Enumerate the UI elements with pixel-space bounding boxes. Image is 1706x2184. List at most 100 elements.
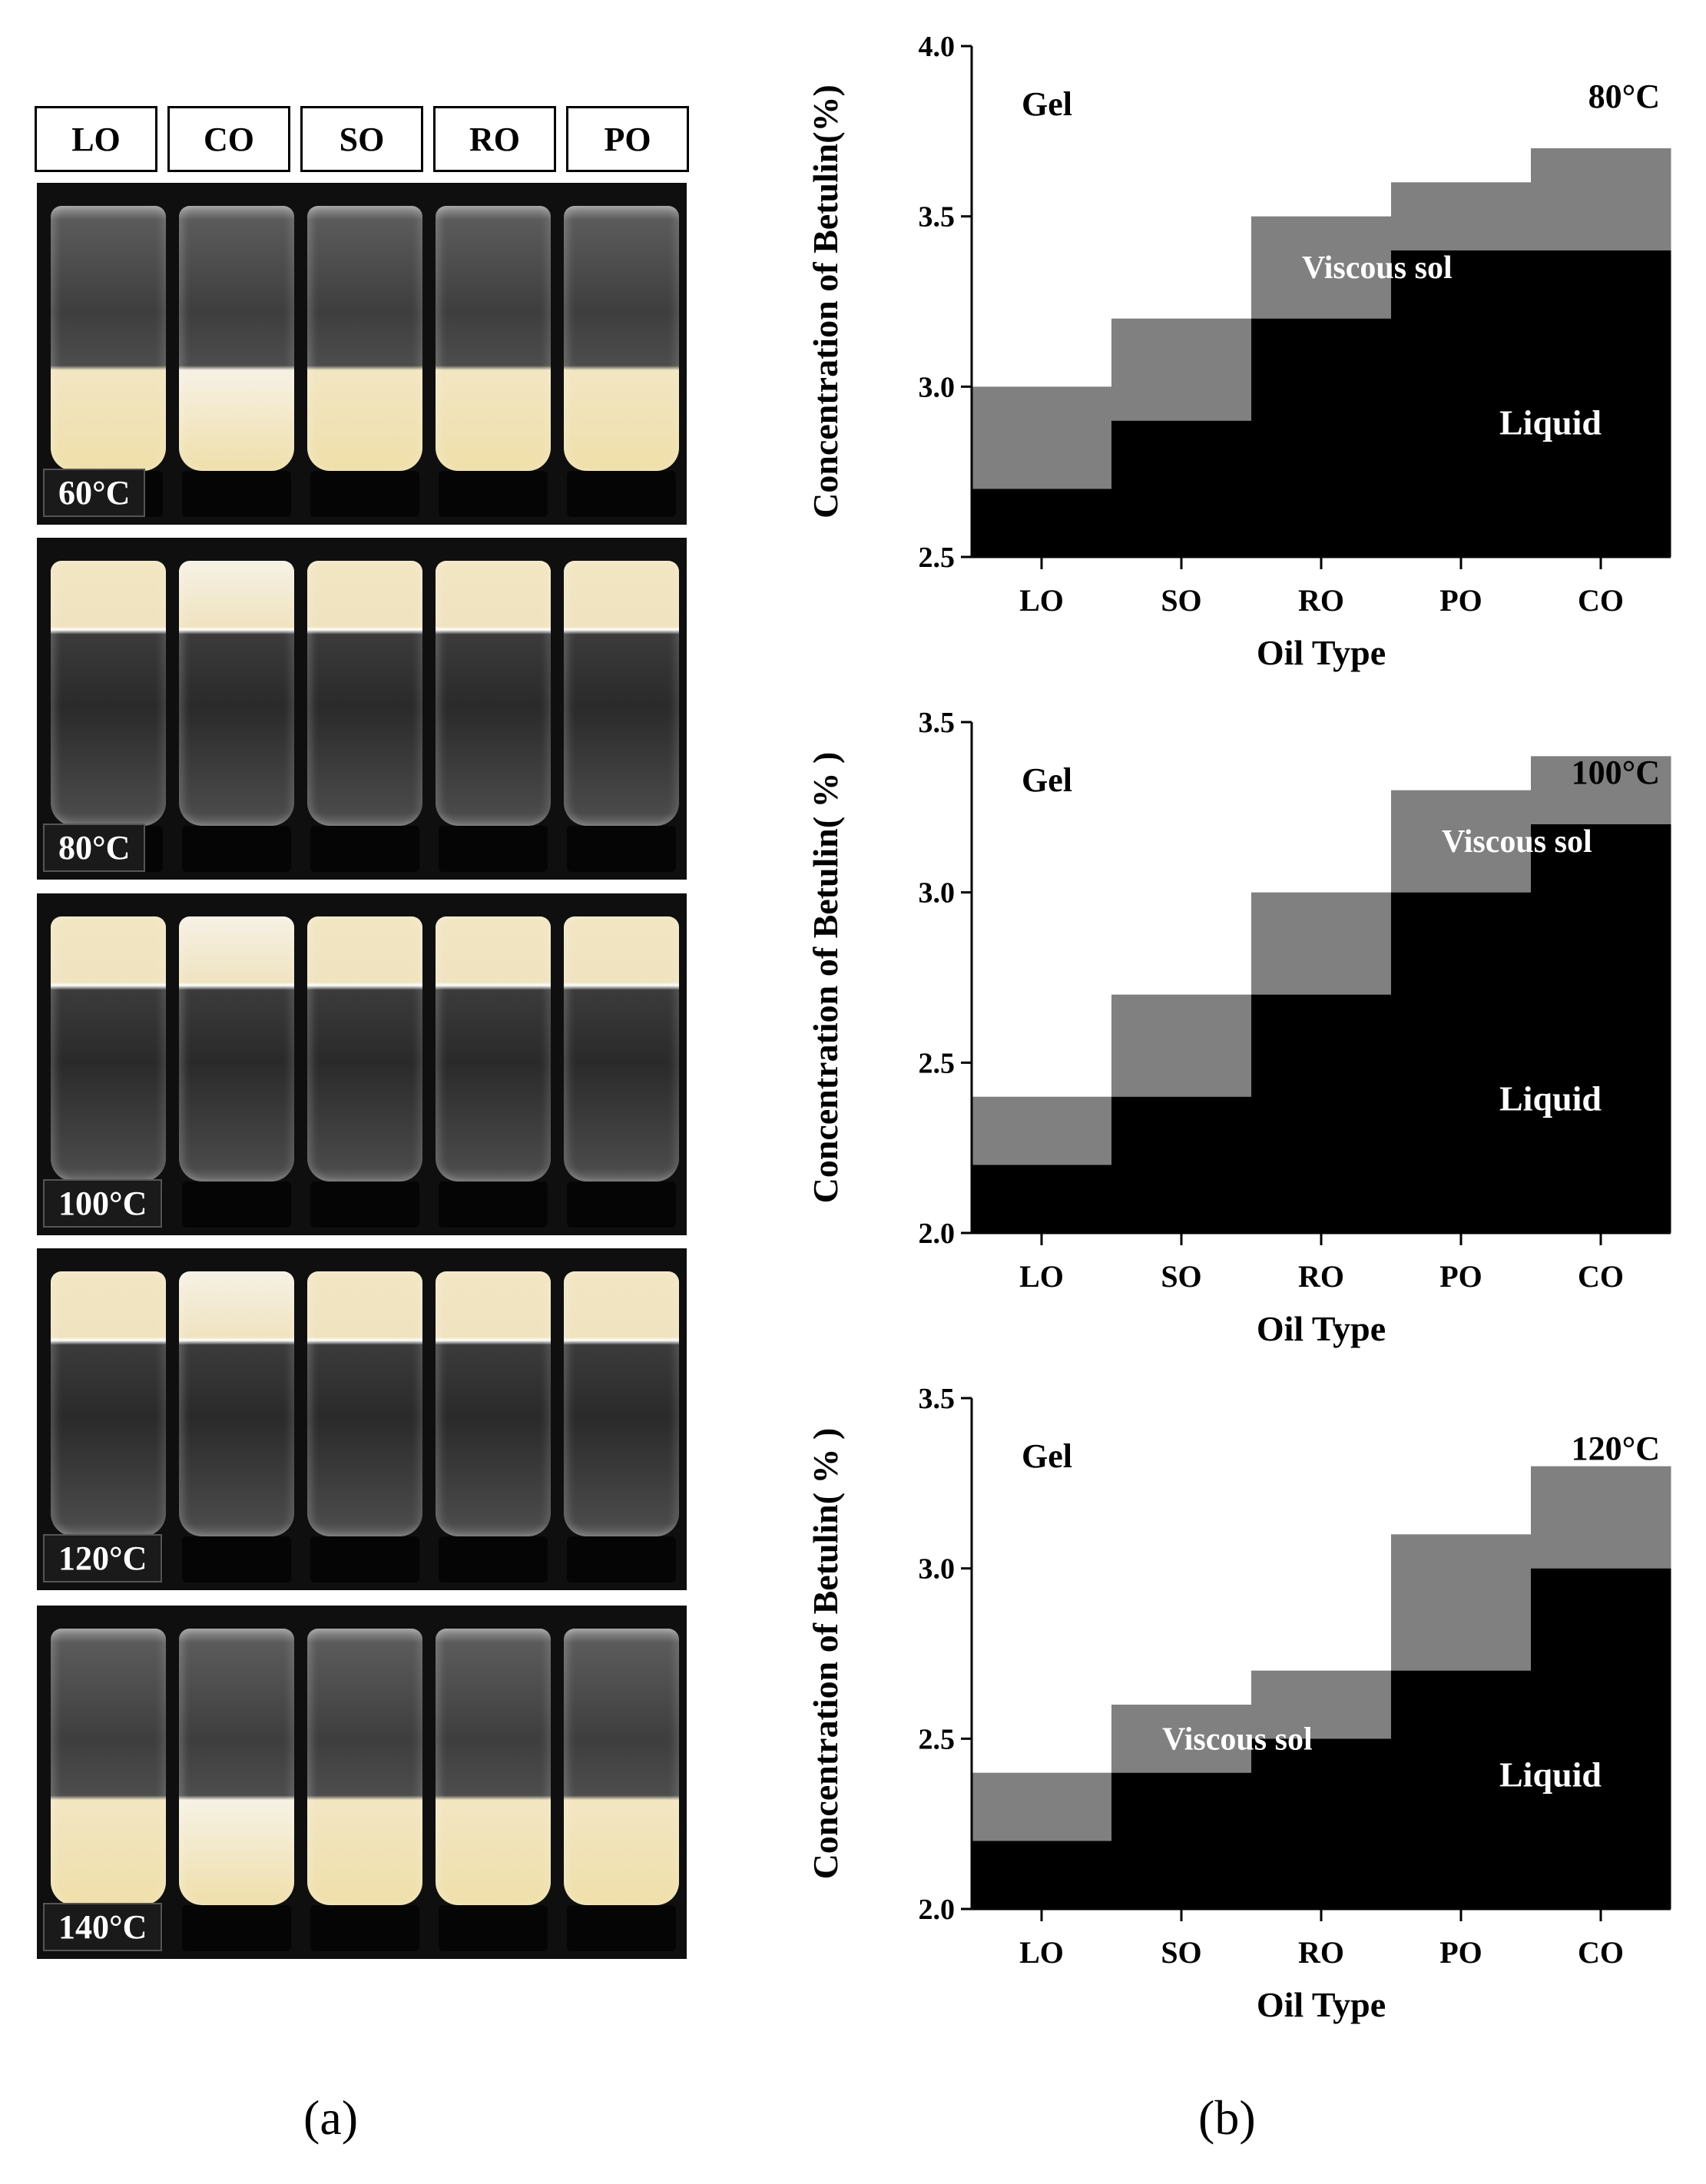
- vial: [307, 916, 422, 1181]
- liquid-step-so: [1111, 1096, 1252, 1233]
- y-tick-label: 4.0: [919, 31, 956, 63]
- vial-photo-120c: 120°C: [37, 1248, 687, 1590]
- x-tick-label-so: SO: [1161, 1259, 1201, 1294]
- panel-a-photographs: LO CO SO RO PO 60°C 80°C 100°C 120°C 140…: [0, 0, 730, 2184]
- liquid-step-po: [1391, 250, 1532, 557]
- chart-title: 120°C: [1572, 1430, 1660, 1467]
- viscous-sol-step-po: [1391, 1534, 1532, 1671]
- viscous-sol-step-po: [1391, 790, 1532, 893]
- region-label-gel: Gel: [1022, 761, 1072, 799]
- oil-label-ro: RO: [433, 106, 556, 172]
- region-label-viscous-sol: Viscous sol: [1162, 1722, 1313, 1757]
- vial: [307, 561, 422, 826]
- vial-cap: [182, 1905, 291, 1951]
- vial-cap: [567, 471, 676, 517]
- phase-chart-80c: 2.5 3.0 3.5 4.0 LO SO RO PO CO Oil Type Concentrat…: [806, 31, 1671, 672]
- x-tick-label-co: CO: [1578, 583, 1624, 618]
- vial-cap: [310, 1905, 419, 1951]
- liquid-step-ro: [1251, 318, 1392, 557]
- x-axis-title: Oil Type: [1257, 1309, 1386, 1348]
- temperature-label: 120°C: [43, 1534, 163, 1582]
- y-axis-title: Concentration of Betulin( % ): [806, 1428, 845, 1880]
- vial: [564, 1629, 679, 1905]
- x-tick-label-lo: LO: [1019, 1259, 1064, 1294]
- vial-cap: [567, 1181, 676, 1228]
- x-tick-label-po: PO: [1439, 1935, 1482, 1970]
- vial: [179, 1271, 294, 1536]
- viscous-sol-step-lo: [972, 386, 1112, 489]
- temperature-label: 60°C: [43, 469, 146, 517]
- region-label-liquid: Liquid: [1499, 1755, 1602, 1794]
- y-tick-label: 2.0: [919, 1218, 956, 1250]
- region-label-gel: Gel: [1022, 85, 1072, 123]
- region-label-viscous-sol: Viscous sol: [1302, 250, 1453, 286]
- vial-cap: [182, 826, 291, 872]
- vial-cap: [310, 471, 419, 517]
- panel-b-caption: (b): [1198, 2090, 1256, 2145]
- x-axis-title: Oil Type: [1257, 1985, 1386, 2024]
- vial: [436, 1629, 551, 1905]
- vial: [564, 206, 679, 471]
- region-label-liquid: Liquid: [1499, 1079, 1602, 1118]
- x-tick-label-co: CO: [1578, 1935, 1624, 1970]
- vial-cap: [439, 471, 548, 517]
- vial-cap: [439, 1536, 548, 1582]
- chart-title: 80°C: [1588, 78, 1660, 115]
- oil-label-so: SO: [300, 106, 423, 172]
- vial-cap: [567, 1536, 676, 1582]
- x-axis-title: Oil Type: [1257, 633, 1386, 672]
- viscous-sol-step-lo: [972, 1096, 1112, 1165]
- temperature-label: 100°C: [43, 1179, 163, 1228]
- vial: [436, 1271, 551, 1536]
- liquid-step-ro: [1251, 994, 1392, 1233]
- liquid-step-lo: [972, 489, 1112, 557]
- vial: [436, 561, 551, 826]
- x-tick-label-co: CO: [1578, 1259, 1624, 1294]
- vial-photo-80c: 80°C: [37, 538, 687, 880]
- vial-cap: [439, 1905, 548, 1951]
- temperature-label: 140°C: [43, 1903, 163, 1951]
- phase-chart-100c: 2.0 2.5 3.0 3.5 LO SO RO PO CO Oil Type Concentrat…: [806, 707, 1671, 1348]
- viscous-sol-step-ro: [1251, 1670, 1392, 1739]
- oil-label-lo: LO: [35, 106, 157, 172]
- vial-cap: [310, 826, 419, 872]
- vial-photo-60c: 60°C: [37, 183, 687, 525]
- y-tick-label: 3.0: [919, 877, 956, 910]
- viscous-sol-step-ro: [1251, 216, 1392, 319]
- vial: [307, 1271, 422, 1536]
- vial: [436, 206, 551, 471]
- x-tick-label-po: PO: [1439, 1259, 1482, 1294]
- liquid-step-so: [1111, 1772, 1252, 1909]
- chart-title: 100°C: [1572, 754, 1660, 791]
- y-tick-label: 2.0: [919, 1894, 956, 1926]
- region-label-gel: Gel: [1022, 1437, 1072, 1475]
- y-tick-label: 3.5: [919, 1383, 956, 1415]
- panel-a-caption: (a): [303, 2090, 359, 2145]
- viscous-sol-step-so: [1111, 994, 1252, 1097]
- vial: [179, 206, 294, 471]
- vial-cap: [310, 1536, 419, 1582]
- region-label-viscous-sol: Viscous sol: [1442, 824, 1592, 860]
- vial-cap: [182, 1536, 291, 1582]
- oil-label-row: LO CO SO RO PO: [35, 106, 695, 175]
- viscous-sol-step-co: [1531, 148, 1671, 250]
- region-label-liquid: Liquid: [1499, 403, 1602, 442]
- x-tick-label-lo: LO: [1019, 583, 1064, 618]
- vial-cap: [439, 1181, 548, 1228]
- vial: [564, 561, 679, 826]
- viscous-sol-step-co: [1531, 756, 1671, 824]
- vial-cap: [567, 1905, 676, 1951]
- x-tick-label-ro: RO: [1298, 583, 1344, 618]
- y-tick-label: 3.5: [919, 201, 956, 234]
- y-tick-label: 2.5: [919, 542, 956, 574]
- y-axis-title: Concentration of Betulin( % ): [806, 752, 845, 1204]
- liquid-step-ro: [1251, 1738, 1392, 1909]
- y-tick-label: 2.5: [919, 1047, 956, 1079]
- viscous-sol-step-ro: [1251, 892, 1392, 995]
- vial: [51, 561, 166, 826]
- vial: [179, 561, 294, 826]
- phase-chart-120c: 2.0 2.5 3.0 3.5 LO SO RO PO CO Oil Type Concentrat…: [806, 1383, 1671, 2024]
- vial-cap: [439, 826, 548, 872]
- panel-b-phase-charts: 2.5 3.0 3.5 4.0 LO SO RO PO CO Oil Type Concentrat…: [791, 0, 1706, 2184]
- vial: [51, 1629, 166, 1905]
